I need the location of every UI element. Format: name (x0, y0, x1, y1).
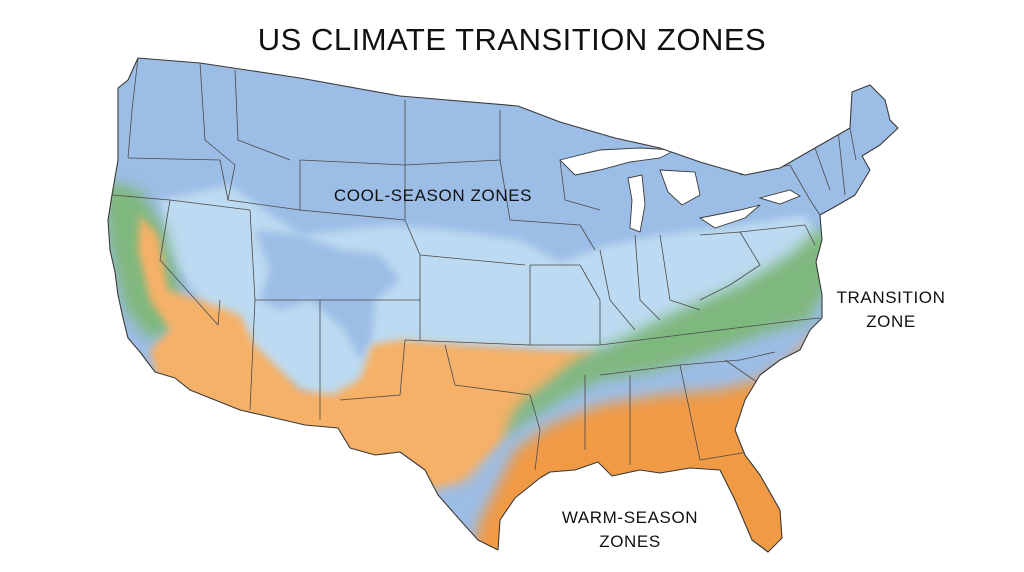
cool-season-light-zone (160, 185, 825, 400)
map-title: US CLIMATE TRANSITION ZONES (257, 22, 767, 57)
warm-season-label-line2: ZONES (599, 532, 661, 551)
cool-season-label: COOL-SEASON ZONES (334, 186, 532, 205)
transition-label-line2: ZONE (866, 312, 916, 331)
rockies-cool-zone (255, 230, 400, 360)
transition-label-line1: TRANSITION (837, 288, 946, 307)
great-lakes (559, 147, 802, 233)
warm-season-label-line1: WARM-SEASON (562, 508, 698, 527)
warm-season-texas (340, 380, 520, 490)
